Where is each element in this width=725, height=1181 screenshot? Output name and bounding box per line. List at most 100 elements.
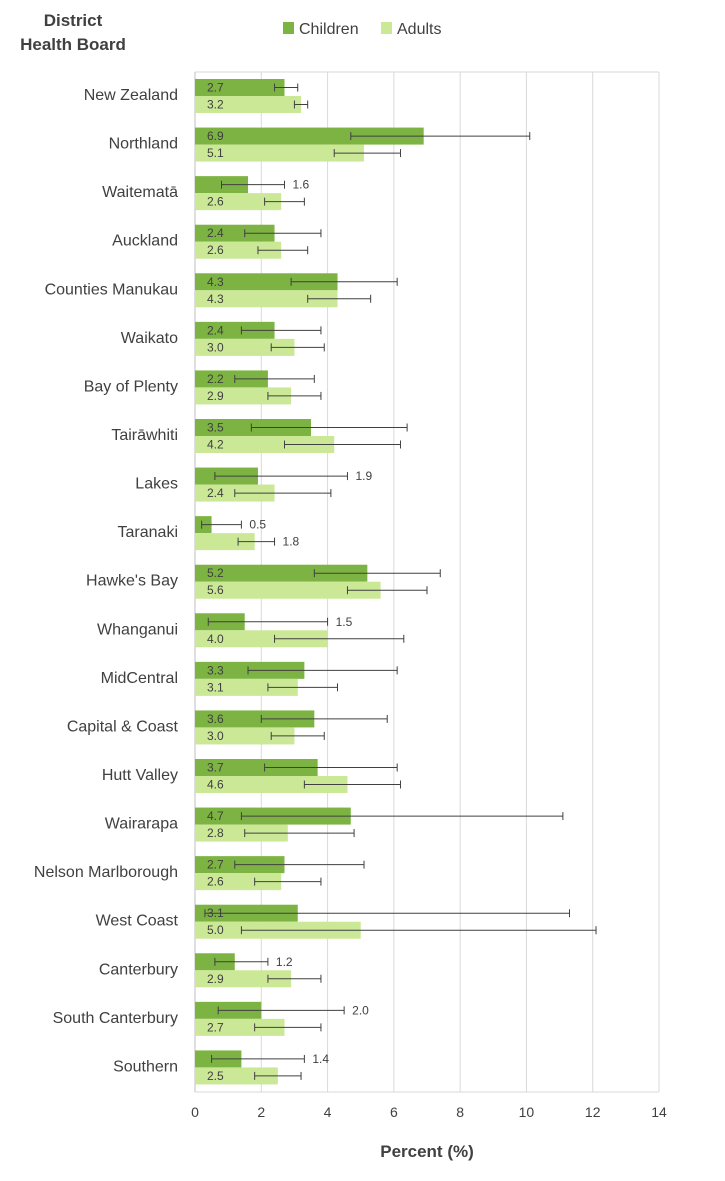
legend-label: Adults <box>397 21 441 38</box>
data-label: 2.9 <box>207 389 224 403</box>
data-label: 5.2 <box>207 566 224 580</box>
data-label: 4.3 <box>207 292 224 306</box>
legend-swatch <box>381 22 392 34</box>
category-label: Waikato <box>121 330 178 347</box>
category-label: Hutt Valley <box>102 767 178 784</box>
chart-title-line: Health Board <box>20 35 126 54</box>
x-tick-label: 10 <box>519 1104 535 1120</box>
category-label: Bay of Plenty <box>84 378 178 395</box>
bar-adults <box>195 290 338 308</box>
category-label: South Canterbury <box>53 1010 178 1027</box>
bar-adults <box>195 873 282 891</box>
bar-children <box>195 127 424 145</box>
x-tick-label: 2 <box>257 1104 265 1120</box>
bar-children <box>195 224 275 242</box>
legend-label: Children <box>299 21 359 38</box>
bar-adults <box>195 338 295 356</box>
data-label: 4.2 <box>207 438 224 452</box>
category-label: Whanganui <box>97 621 178 638</box>
data-label: 4.0 <box>207 632 224 646</box>
data-label: 3.1 <box>207 906 224 920</box>
data-label: 1.4 <box>312 1052 329 1066</box>
data-label: 5.0 <box>207 923 224 937</box>
data-label: 2.4 <box>207 226 224 240</box>
category-label: Canterbury <box>99 961 178 978</box>
data-label: 4.3 <box>207 275 224 289</box>
category-label: New Zealand <box>84 87 178 104</box>
category-label: Wairarapa <box>105 816 178 833</box>
data-label: 3.2 <box>207 98 224 112</box>
bar-adults <box>195 824 288 842</box>
category-label: Capital & Coast <box>67 718 179 735</box>
data-label: 3.0 <box>207 729 224 743</box>
data-label: 1.9 <box>355 469 372 483</box>
bar-children <box>195 79 285 96</box>
bar-children <box>195 370 268 388</box>
data-label: 3.1 <box>207 680 224 694</box>
category-label: Auckland <box>112 233 178 250</box>
bar-adults <box>195 387 292 405</box>
category-label: Nelson Marlborough <box>34 864 178 881</box>
x-tick-label: 6 <box>390 1104 398 1120</box>
category-label: West Coast <box>96 913 179 930</box>
bar-children <box>195 759 318 776</box>
data-label: 5.6 <box>207 583 224 597</box>
bar-adults <box>195 436 335 453</box>
bar-children <box>195 273 338 291</box>
data-label: 1.5 <box>336 615 353 629</box>
data-label: 2.4 <box>207 323 224 337</box>
bar-adults <box>195 533 255 551</box>
data-label: 2.5 <box>207 1069 224 1083</box>
data-label: 2.4 <box>207 486 224 500</box>
data-label: 4.7 <box>207 809 224 823</box>
data-label: 3.7 <box>207 761 224 775</box>
x-tick-label: 12 <box>585 1104 601 1120</box>
data-label: 3.0 <box>207 340 224 354</box>
bar-adults <box>195 970 292 988</box>
data-label: 1.6 <box>292 178 309 192</box>
data-label: 2.8 <box>207 826 224 840</box>
bar-children <box>195 321 275 339</box>
data-label: 2.7 <box>207 858 224 872</box>
data-label: 2.6 <box>207 195 224 209</box>
data-label: 4.6 <box>207 778 224 792</box>
bar-adults <box>195 630 328 648</box>
bar-adults <box>195 144 365 162</box>
category-label: Taranaki <box>118 524 178 541</box>
data-label: 3.3 <box>207 663 224 677</box>
bar-adults <box>195 241 282 259</box>
category-label: MidCentral <box>101 670 178 687</box>
data-label: 3.6 <box>207 712 224 726</box>
legend-swatch <box>283 22 294 34</box>
x-tick-label: 4 <box>324 1104 332 1120</box>
bar-adults <box>195 96 302 113</box>
bar-adults <box>195 776 348 793</box>
category-label: Waitematā <box>102 184 178 201</box>
data-label: 2.7 <box>207 1020 224 1034</box>
category-label: Lakes <box>135 476 178 493</box>
data-label: 2.7 <box>207 81 224 95</box>
category-label: Southern <box>113 1058 178 1075</box>
data-label: 0.5 <box>249 518 266 532</box>
data-label: 1.8 <box>283 535 300 549</box>
category-label: Northland <box>109 136 178 153</box>
chart-title-line: District <box>44 11 103 30</box>
bar-adults <box>195 1018 285 1036</box>
data-label: 2.6 <box>207 875 224 889</box>
bar-adults <box>195 581 381 599</box>
category-label: Tairāwhiti <box>111 427 178 444</box>
data-label: 5.1 <box>207 146 224 160</box>
category-label: Counties Manukau <box>45 281 178 298</box>
data-label: 1.2 <box>276 955 293 969</box>
data-label: 2.0 <box>352 1003 369 1017</box>
data-label: 2.6 <box>207 243 224 257</box>
data-label: 2.2 <box>207 372 224 386</box>
category-label: Hawke's Bay <box>86 573 178 590</box>
data-label: 3.5 <box>207 421 224 435</box>
x-axis-title: Percent (%) <box>380 1142 474 1161</box>
x-tick-label: 14 <box>651 1104 667 1120</box>
bar-adults <box>195 1067 278 1085</box>
bar-children <box>195 564 368 582</box>
bar-adults <box>195 193 282 211</box>
